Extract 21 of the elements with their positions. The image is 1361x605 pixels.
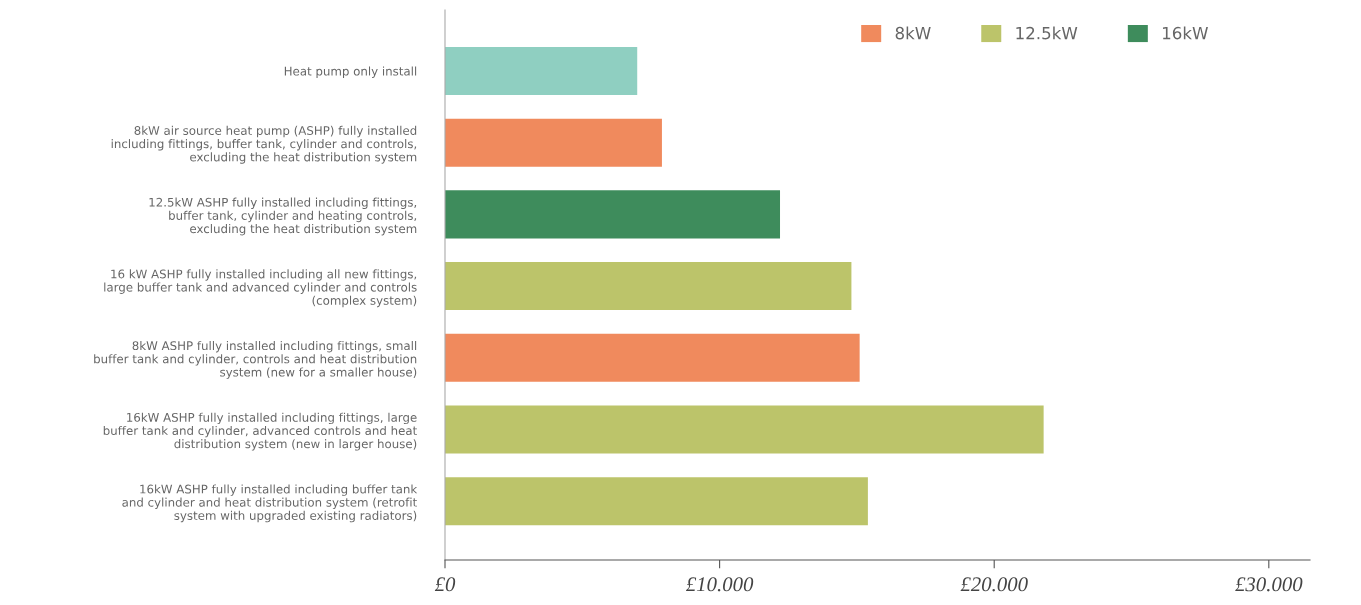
bar <box>445 405 1044 454</box>
x-tick-label: £30.000 <box>1235 577 1303 592</box>
x-tick-label: £0 <box>434 577 456 592</box>
y-tick-label: 12.5kW ASHP fully installed including fittings, buffer tank, cylinder and heating controls, excluding the heat distribution system <box>149 197 417 236</box>
bar <box>445 46 638 95</box>
y-tick-label: 16kW ASHP fully installed including buffer tank and cylinder and heat distribution system (retrofit system with upgraded existing radiators) <box>122 484 418 523</box>
bar <box>445 262 852 311</box>
bar <box>445 333 860 382</box>
y-tick-label: 8kW ASHP fully installed including fittings, small buffer tank and cylinder, controls and heat distribution system (new for a smaller house) <box>94 340 417 379</box>
x-tick-label: £10.000 <box>686 577 754 592</box>
legend-label: 12.5kW <box>1016 26 1078 40</box>
bar <box>445 190 781 239</box>
y-tick-label: 8kW air source heat pump (ASHP) fully installed including fittings, buffer tank, cylinder and controls, excluding the heat distribution system <box>111 125 417 164</box>
y-tick-label: Heat pump only install <box>284 66 417 78</box>
bar <box>445 477 868 526</box>
bar <box>445 118 662 167</box>
y-tick-label: 16 kW ASHP fully installed including all new fittings, large buffer tank and advanced cylinder and controls (complex system) <box>104 269 417 308</box>
legend-label: 8kW <box>895 26 931 40</box>
legend-label: 16kW <box>1162 26 1208 40</box>
x-tick-label: £20.000 <box>960 577 1028 592</box>
y-tick-label: 16kW ASHP fully installed including fittings, large buffer tank and cylinder, advanced controls and heat distribution system (new in larger house) <box>103 412 417 451</box>
